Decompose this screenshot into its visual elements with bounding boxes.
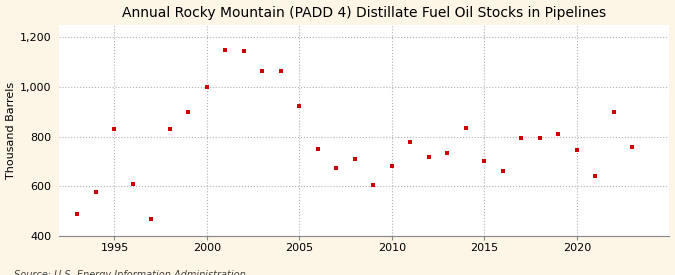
Point bbox=[313, 147, 323, 151]
Point bbox=[294, 103, 305, 108]
Point bbox=[516, 136, 527, 140]
Point bbox=[183, 110, 194, 114]
Point bbox=[609, 110, 620, 114]
Point bbox=[165, 127, 176, 131]
Point bbox=[331, 166, 342, 170]
Point bbox=[590, 174, 601, 178]
Point bbox=[368, 183, 379, 187]
Y-axis label: Thousand Barrels: Thousand Barrels bbox=[5, 82, 16, 179]
Point bbox=[220, 48, 231, 52]
Text: Source: U.S. Energy Information Administration: Source: U.S. Energy Information Administ… bbox=[14, 271, 245, 275]
Point bbox=[387, 164, 398, 169]
Point bbox=[257, 69, 268, 73]
Point bbox=[627, 144, 638, 149]
Point bbox=[202, 85, 213, 89]
Point bbox=[72, 211, 83, 216]
Point bbox=[572, 148, 583, 153]
Point bbox=[460, 126, 471, 130]
Point bbox=[146, 216, 157, 221]
Point bbox=[423, 154, 434, 159]
Point bbox=[128, 182, 138, 186]
Point bbox=[350, 157, 360, 161]
Point bbox=[553, 132, 564, 136]
Point bbox=[90, 189, 101, 194]
Point bbox=[275, 69, 286, 73]
Point bbox=[535, 136, 545, 140]
Title: Annual Rocky Mountain (PADD 4) Distillate Fuel Oil Stocks in Pipelines: Annual Rocky Mountain (PADD 4) Distillat… bbox=[122, 6, 606, 20]
Point bbox=[479, 159, 490, 164]
Point bbox=[405, 139, 416, 144]
Point bbox=[442, 151, 453, 155]
Point bbox=[238, 49, 249, 53]
Point bbox=[109, 127, 120, 131]
Point bbox=[497, 169, 508, 174]
